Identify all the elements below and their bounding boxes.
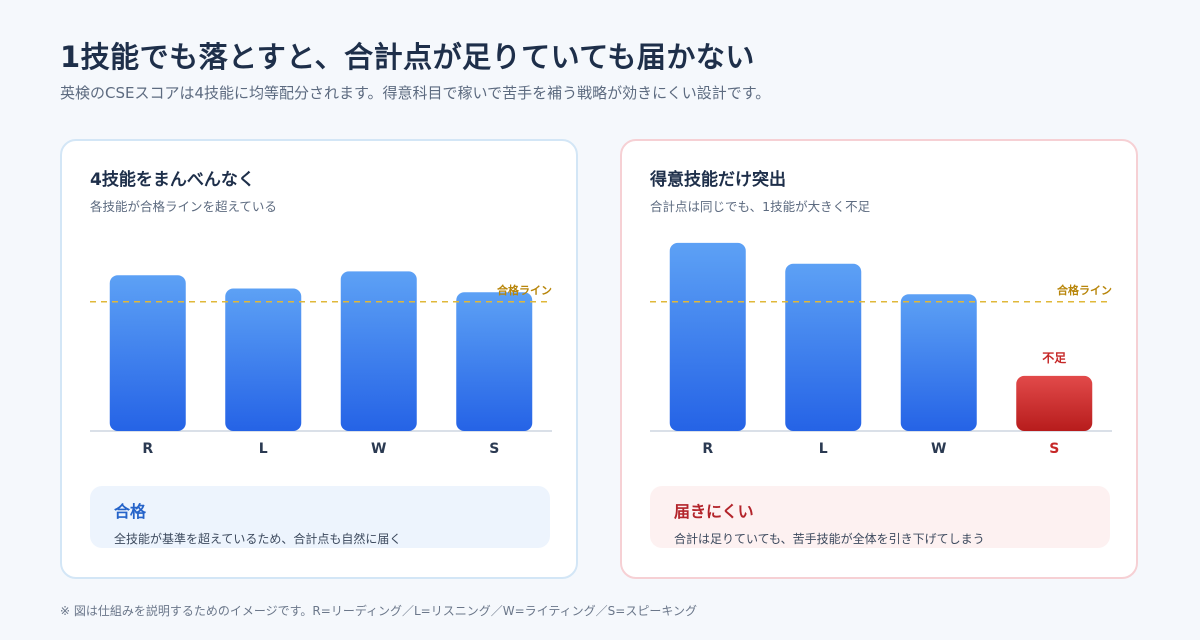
x-tick-label: S <box>1049 441 1059 457</box>
note-text: 合計は足りていても、苦手技能が全体を引き下げてしまう <box>674 532 985 546</box>
x-tick-label: R <box>142 441 153 457</box>
x-tick-label: R <box>702 441 713 457</box>
unbalanced-bar-chart: R L W S 不足 合格ライン <box>650 242 1112 457</box>
pass-line-label: 合格ライン <box>497 283 552 297</box>
shortfall-label: 不足 <box>1042 351 1066 365</box>
x-tick-label: L <box>819 441 828 457</box>
unbalanced-panel: 得意技能だけ突出 合計点は同じでも、1技能が大きく不足 R L W S 不足 合格ライン … <box>620 139 1138 579</box>
page-subtitle: 英検のCSEスコアは4技能に均等配分されます。得意科目で稼いで苦手を補う戦略が効… <box>60 84 771 102</box>
panel-subtitle: 各技能が合格ラインを超えている <box>90 199 277 214</box>
bar-s <box>1016 375 1093 431</box>
x-tick-label: S <box>489 441 499 457</box>
bar-r <box>669 242 746 431</box>
pass-note: 合格 全技能が基準を超えているため、合計点も自然に届く <box>90 486 550 548</box>
note-title: 合格 <box>114 502 147 521</box>
footnote: ※ 図は仕組みを説明するためのイメージです。R=リーディング／L=リスニング／W… <box>60 604 697 618</box>
fail-note: 届きにくい 合計は足りていても、苦手技能が全体を引き下げてしまう <box>650 486 1110 548</box>
bar-s <box>456 292 533 431</box>
balanced-bar-chart: R L W S 合格ライン <box>90 271 552 457</box>
panel-title: 4技能をまんべんなく <box>90 170 255 190</box>
bar-w <box>900 294 977 431</box>
note-title: 届きにくい <box>674 502 754 521</box>
note-text: 全技能が基準を超えているため、合計点も自然に届く <box>114 532 402 546</box>
page-title: 1技能でも落とすと、合計点が足りていても届かない <box>60 40 755 74</box>
bar-r <box>109 275 186 431</box>
panel-title: 得意技能だけ突出 <box>650 170 786 190</box>
x-tick-label: W <box>371 441 386 457</box>
bar-w <box>340 271 417 431</box>
balanced-panel: 4技能をまんべんなく 各技能が合格ラインを超えている R L W S 合格ライン 合格 … <box>60 139 578 579</box>
bar-l <box>785 263 862 431</box>
pass-line-label: 合格ライン <box>1057 283 1112 297</box>
bar-l <box>225 288 302 431</box>
x-tick-label: L <box>259 441 268 457</box>
panel-subtitle: 合計点は同じでも、1技能が大きく不足 <box>650 199 871 214</box>
x-tick-label: W <box>931 441 946 457</box>
